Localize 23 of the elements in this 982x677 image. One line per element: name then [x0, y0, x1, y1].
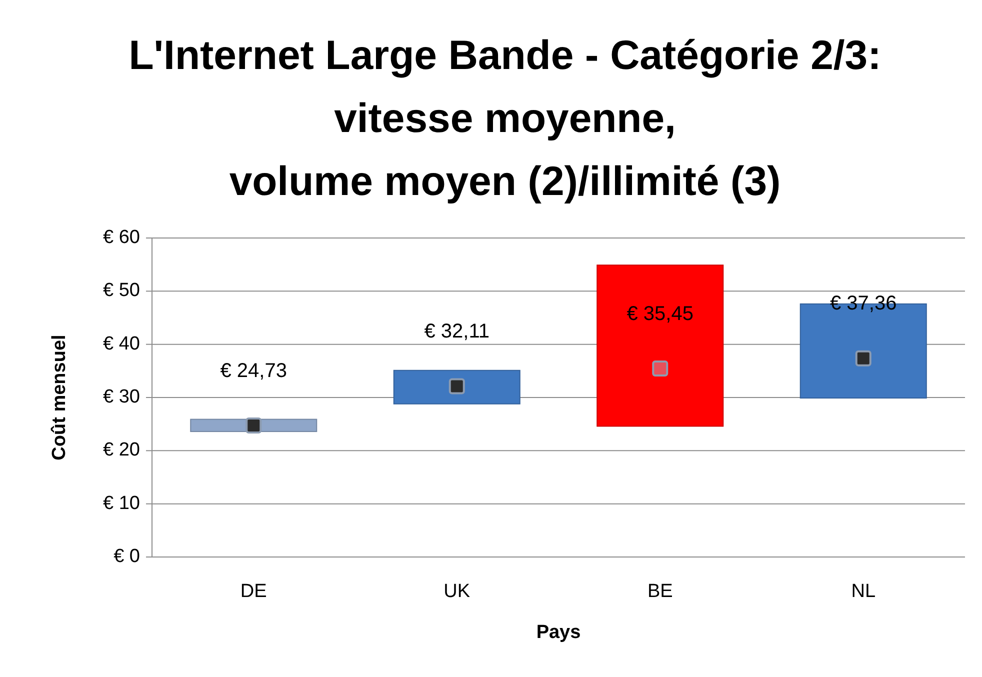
y-tick-label: € 30: [103, 386, 140, 408]
point: [448, 378, 465, 394]
bar: [393, 370, 520, 404]
x-tick-label: UK: [444, 581, 470, 602]
y-tick-label: € 20: [103, 440, 140, 461]
y-tick-label: € 0: [114, 546, 140, 568]
point: [855, 350, 872, 366]
data-label: € 24,73: [220, 360, 287, 382]
chart-title: L'Internet Large Bande - Catégorie 2/3: vitesse moyenne, volume moyen (2)/illimité (3): [128, 32, 882, 204]
y-tick-label: € 10: [103, 492, 140, 514]
y-tick-label: € 40: [103, 333, 140, 354]
point: [652, 360, 668, 377]
x-tick-label: NL: [851, 581, 876, 602]
bar: [596, 264, 724, 427]
data-label: € 32,11: [424, 320, 490, 343]
y-tick-label: € 60: [103, 227, 140, 248]
y-axis-title: Coût mensuel: [49, 334, 70, 460]
x-tick-label: BE: [647, 581, 673, 602]
data-label: € 35,45: [626, 302, 694, 325]
point: [246, 418, 262, 434]
x-axis-title: Pays: [536, 622, 581, 644]
y-tick-label: € 50: [103, 280, 140, 302]
x-tick-label: DE: [240, 581, 267, 602]
